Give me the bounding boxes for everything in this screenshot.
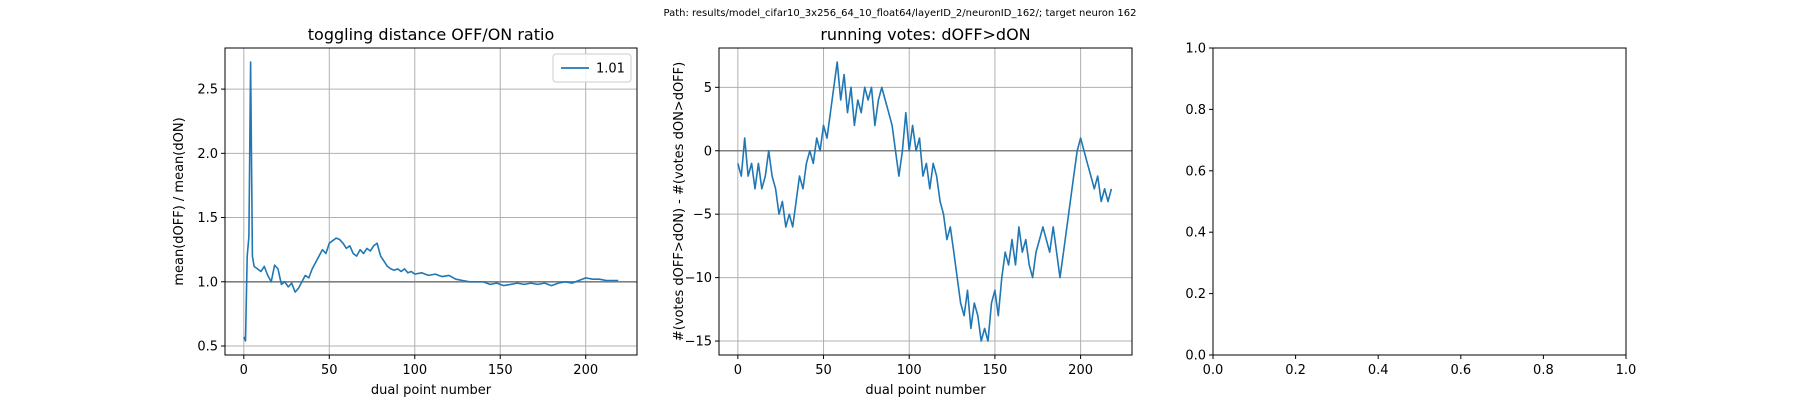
x-tick-label: 50 — [321, 363, 338, 378]
x-tick-label: 0.2 — [1285, 363, 1306, 378]
y-tick-label: 0.2 — [1185, 287, 1206, 302]
series-line — [737, 61, 1113, 342]
series-line — [243, 61, 619, 342]
x-tick-label: 0 — [734, 363, 742, 378]
chart-title: running votes: dOFF>dON — [820, 25, 1030, 44]
x-tick-label: 200 — [1068, 363, 1093, 378]
x-tick-label: 0.8 — [1533, 363, 1554, 378]
y-tick-label: 1.0 — [1185, 42, 1206, 57]
legend-box — [552, 53, 632, 83]
y-tick-label: 1.5 — [197, 211, 218, 226]
x-tick-label: 100 — [897, 363, 922, 378]
y-axis-label: #(votes dOFF>dON) - #(votes dON>dOFF) — [672, 62, 687, 341]
axes-frame — [718, 47, 1133, 356]
y-tick-label: 0.6 — [1185, 164, 1206, 179]
y-tick-label: −10 — [685, 271, 712, 286]
x-tick-label: 1.0 — [1616, 363, 1637, 378]
axes-frame — [224, 47, 638, 356]
x-tick-label: 0.4 — [1368, 363, 1389, 378]
y-tick-label: 5 — [704, 81, 712, 96]
y-tick-label: 0.0 — [1185, 349, 1206, 364]
x-tick-label: 0.0 — [1203, 363, 1224, 378]
x-tick-label: 150 — [488, 363, 513, 378]
x-axis-label: dual point number — [371, 383, 492, 398]
x-tick-label: 150 — [982, 363, 1007, 378]
y-tick-label: 2.0 — [197, 147, 218, 162]
x-tick-label: 200 — [573, 363, 598, 378]
x-tick-label: 50 — [815, 363, 832, 378]
x-tick-label: 0.6 — [1450, 363, 1471, 378]
y-tick-label: 2.5 — [197, 83, 218, 98]
ratio-chart: 0 50 100 150 200 0.5 1.0 1.5 2.0 2.5 toggling dist… — [172, 25, 638, 398]
axes-frame — [1212, 47, 1627, 356]
y-axis-label: mean(dOFF) / mean(dON) — [172, 117, 187, 285]
y-tick-label: 0.5 — [197, 340, 218, 355]
y-tick-label: −5 — [693, 208, 712, 223]
legend: 1.01 — [552, 53, 632, 83]
y-tick-label: 0 — [704, 144, 712, 159]
y-tick-label: 1.0 — [197, 275, 218, 290]
y-tick-label: −15 — [685, 335, 712, 350]
y-tick-label: 0.4 — [1185, 226, 1206, 241]
x-tick-label: 100 — [402, 363, 427, 378]
figure-suptitle: Path: results/model_cifar10_3x256_64_10_… — [664, 8, 1137, 19]
x-axis-label: dual point number — [865, 383, 986, 398]
chart-title: toggling distance OFF/ON ratio — [308, 25, 554, 44]
y-tick-label: 0.8 — [1185, 103, 1206, 118]
x-tick-label: 0 — [240, 363, 248, 378]
empty-chart: 0.0 0.2 0.4 0.6 0.8 1.0 0.0 0.2 0.4 0.6 0.8 1.0 — [1185, 42, 1636, 379]
legend-label: 1.01 — [596, 62, 625, 77]
